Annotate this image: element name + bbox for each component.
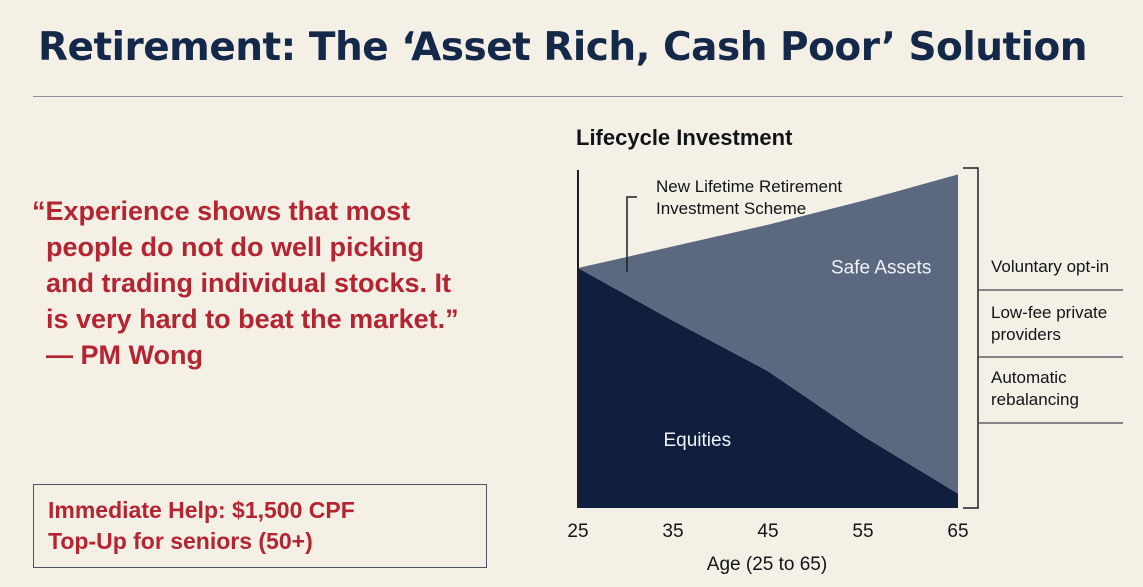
feature-text-line: Automatic xyxy=(991,368,1067,387)
x-tick-label: 25 xyxy=(567,521,588,542)
x-tick-label: 55 xyxy=(852,521,873,542)
annotation-text-line: Investment Scheme xyxy=(656,199,806,218)
series-label-safe-assets: Safe Assets xyxy=(831,258,931,279)
help-line-2: Top-Up for seniors (50+) xyxy=(48,528,313,554)
chart-title: Lifecycle Investment xyxy=(576,125,793,150)
feature-text-line: Voluntary opt-in xyxy=(991,257,1109,276)
quote-line-1: “Experience shows that most xyxy=(32,196,411,226)
annotation-text-line: New Lifetime Retirement xyxy=(656,177,842,196)
x-axis-label: Age (25 to 65) xyxy=(707,554,827,575)
scheme-bracket xyxy=(963,167,979,509)
feature-text-line: Low-fee private xyxy=(991,303,1107,322)
quote-line-3: and trading individual stocks. It xyxy=(46,268,452,298)
x-tick-label: 45 xyxy=(757,521,778,542)
quote-line-4: is very hard to beat the market.” xyxy=(46,304,459,334)
series-label-equities: Equities xyxy=(664,430,732,451)
area-safe-assets xyxy=(578,174,958,494)
immediate-help-box: Immediate Help: $1,500 CPF Top-Up for se… xyxy=(33,484,487,568)
area-equities xyxy=(578,268,958,508)
quote-line-2: people do not do well picking xyxy=(46,232,424,262)
annotation-leader-line xyxy=(626,196,637,272)
feature-text-line: rebalancing xyxy=(991,390,1079,409)
x-tick-label: 65 xyxy=(947,521,968,542)
pm-wong-quote: “Experience shows that most people do no… xyxy=(32,193,502,373)
feature-text-line: providers xyxy=(991,325,1061,344)
title-divider xyxy=(33,96,1123,97)
x-tick-label: 35 xyxy=(662,521,683,542)
help-line-1: Immediate Help: $1,500 CPF xyxy=(48,497,355,523)
quote-attribution: — PM Wong xyxy=(46,340,203,370)
page-title: Retirement: The ‘Asset Rich, Cash Poor’ … xyxy=(38,25,1088,70)
